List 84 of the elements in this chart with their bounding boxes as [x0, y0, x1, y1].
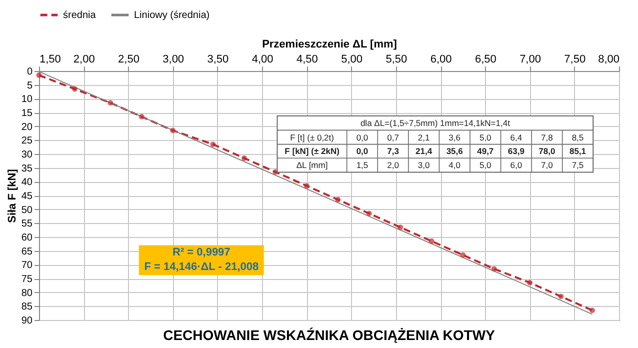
x-tick-label: 8,00: [598, 54, 620, 66]
annotation: 7,3: [387, 146, 400, 156]
point: [589, 308, 595, 314]
annotation: F [kN] (± 2kN): [284, 146, 340, 156]
annotation: 6,4: [510, 132, 522, 142]
annotation: 0,7: [387, 132, 400, 142]
y-tick-label: 85: [21, 302, 33, 313]
x-tick-label: 2,50: [118, 54, 140, 66]
x-tick-label: 5,50: [386, 54, 408, 66]
annotation: 1,5: [356, 160, 368, 170]
y-tick-label: 15: [21, 108, 33, 119]
annotation: 35,6: [446, 146, 464, 156]
annotation: 78,0: [538, 146, 556, 156]
annotation: 85,1: [569, 146, 586, 156]
annotation: 21,4: [416, 146, 432, 156]
point: [304, 183, 310, 189]
y-tick-label: 80: [21, 288, 33, 299]
annotation: ΔL [mm]: [296, 160, 328, 170]
annotation: 3,0: [418, 160, 430, 170]
annotation: R² = 0,9997: [172, 246, 230, 258]
y-tick-label: 35: [21, 163, 33, 174]
annotation: 8,5: [572, 132, 584, 142]
point: [210, 142, 216, 148]
annotation: 7,5: [572, 160, 584, 170]
point: [241, 155, 247, 161]
text: CECHOWANIE WSKAŹNIKA OBCIĄŻENIA KOTWY: [163, 327, 496, 343]
point: [428, 238, 434, 244]
y-tick-label: 75: [21, 274, 33, 285]
point: [335, 196, 341, 202]
annotation: 5,0: [479, 160, 492, 170]
annotation: 49,7: [477, 146, 494, 156]
point: [527, 280, 533, 286]
y-axis-title: Siła F [kN]: [6, 168, 18, 223]
y-tick-label: 55: [21, 218, 33, 230]
x-tick-label: 3,00: [162, 54, 184, 66]
legend-label: średnia: [63, 10, 96, 21]
point: [460, 252, 466, 258]
annotation: 2,0: [387, 160, 400, 170]
annotation: 5,0: [479, 132, 492, 142]
annotation: 4,0: [448, 160, 461, 170]
annotation: 0,0: [356, 146, 368, 156]
y-tick-label: 5: [26, 80, 33, 92]
x-tick-label: 5,00: [341, 54, 363, 66]
annotation: 3,6: [448, 132, 461, 142]
y-tick-label: 70: [21, 260, 33, 272]
x-tick-label: 7,50: [564, 54, 586, 66]
annotation: 63,9: [508, 146, 525, 156]
point: [398, 224, 404, 230]
y-tick-label: 90: [21, 316, 33, 326]
x-tick-label: 6,00: [430, 54, 452, 66]
point: [108, 100, 114, 106]
x-tick-label: 1,50: [40, 54, 61, 66]
y-tick-label: 50: [21, 204, 33, 216]
annotation: 0,0: [356, 132, 368, 142]
x-tick-label: 4,00: [252, 54, 274, 66]
x-tick-label: 2,00: [73, 54, 95, 66]
annotation: 6,0: [510, 160, 522, 170]
y-tick-label: 65: [21, 246, 33, 258]
y-tick-label: 30: [21, 150, 33, 160]
annotation: F = 14,146·ΔL - 21,008: [144, 260, 259, 273]
point: [366, 210, 372, 216]
x-tick-label: 6,50: [474, 54, 496, 66]
annotation: 7,0: [541, 160, 554, 170]
y-tick-label: 60: [21, 232, 33, 244]
point: [72, 86, 78, 92]
x-tick-label: 7,00: [520, 54, 541, 66]
y-tick-label: 0: [26, 66, 33, 78]
y-tick-label: 10: [21, 94, 33, 106]
x-axis-title: Przemieszczenie ΔL [mm]: [262, 38, 398, 50]
x-tick-label: 3,50: [207, 54, 229, 66]
annotation: 2,1: [418, 132, 430, 142]
x-tick-label: 4,50: [296, 54, 318, 66]
legend-label: Liniowy (średnia): [134, 10, 210, 21]
point: [138, 114, 144, 120]
point: [491, 266, 497, 272]
annotation: 7,8: [541, 132, 554, 142]
y-tick-label: 40: [21, 177, 33, 188]
point: [558, 294, 564, 300]
point: [170, 128, 176, 134]
y-tick-label: 25: [21, 136, 33, 147]
y-tick-label: 20: [21, 122, 33, 133]
annotation: dla ΔL=(1,5÷7,5mm) 1mm=14,1kN=1,4t: [360, 118, 511, 128]
annotation: F [t] (± 0,2t): [290, 132, 334, 142]
y-tick-label: 45: [21, 191, 33, 202]
